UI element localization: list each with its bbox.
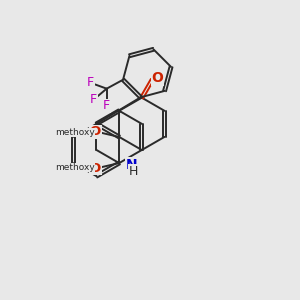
Text: F: F (103, 99, 110, 112)
Text: N: N (126, 158, 138, 172)
Text: O: O (90, 125, 101, 138)
Text: O: O (90, 162, 101, 175)
Text: H: H (129, 165, 138, 178)
Text: methoxy: methoxy (55, 128, 94, 137)
Text: O: O (152, 71, 164, 85)
Text: F: F (90, 93, 97, 106)
Text: methoxy: methoxy (55, 163, 94, 172)
Text: F: F (87, 76, 94, 89)
